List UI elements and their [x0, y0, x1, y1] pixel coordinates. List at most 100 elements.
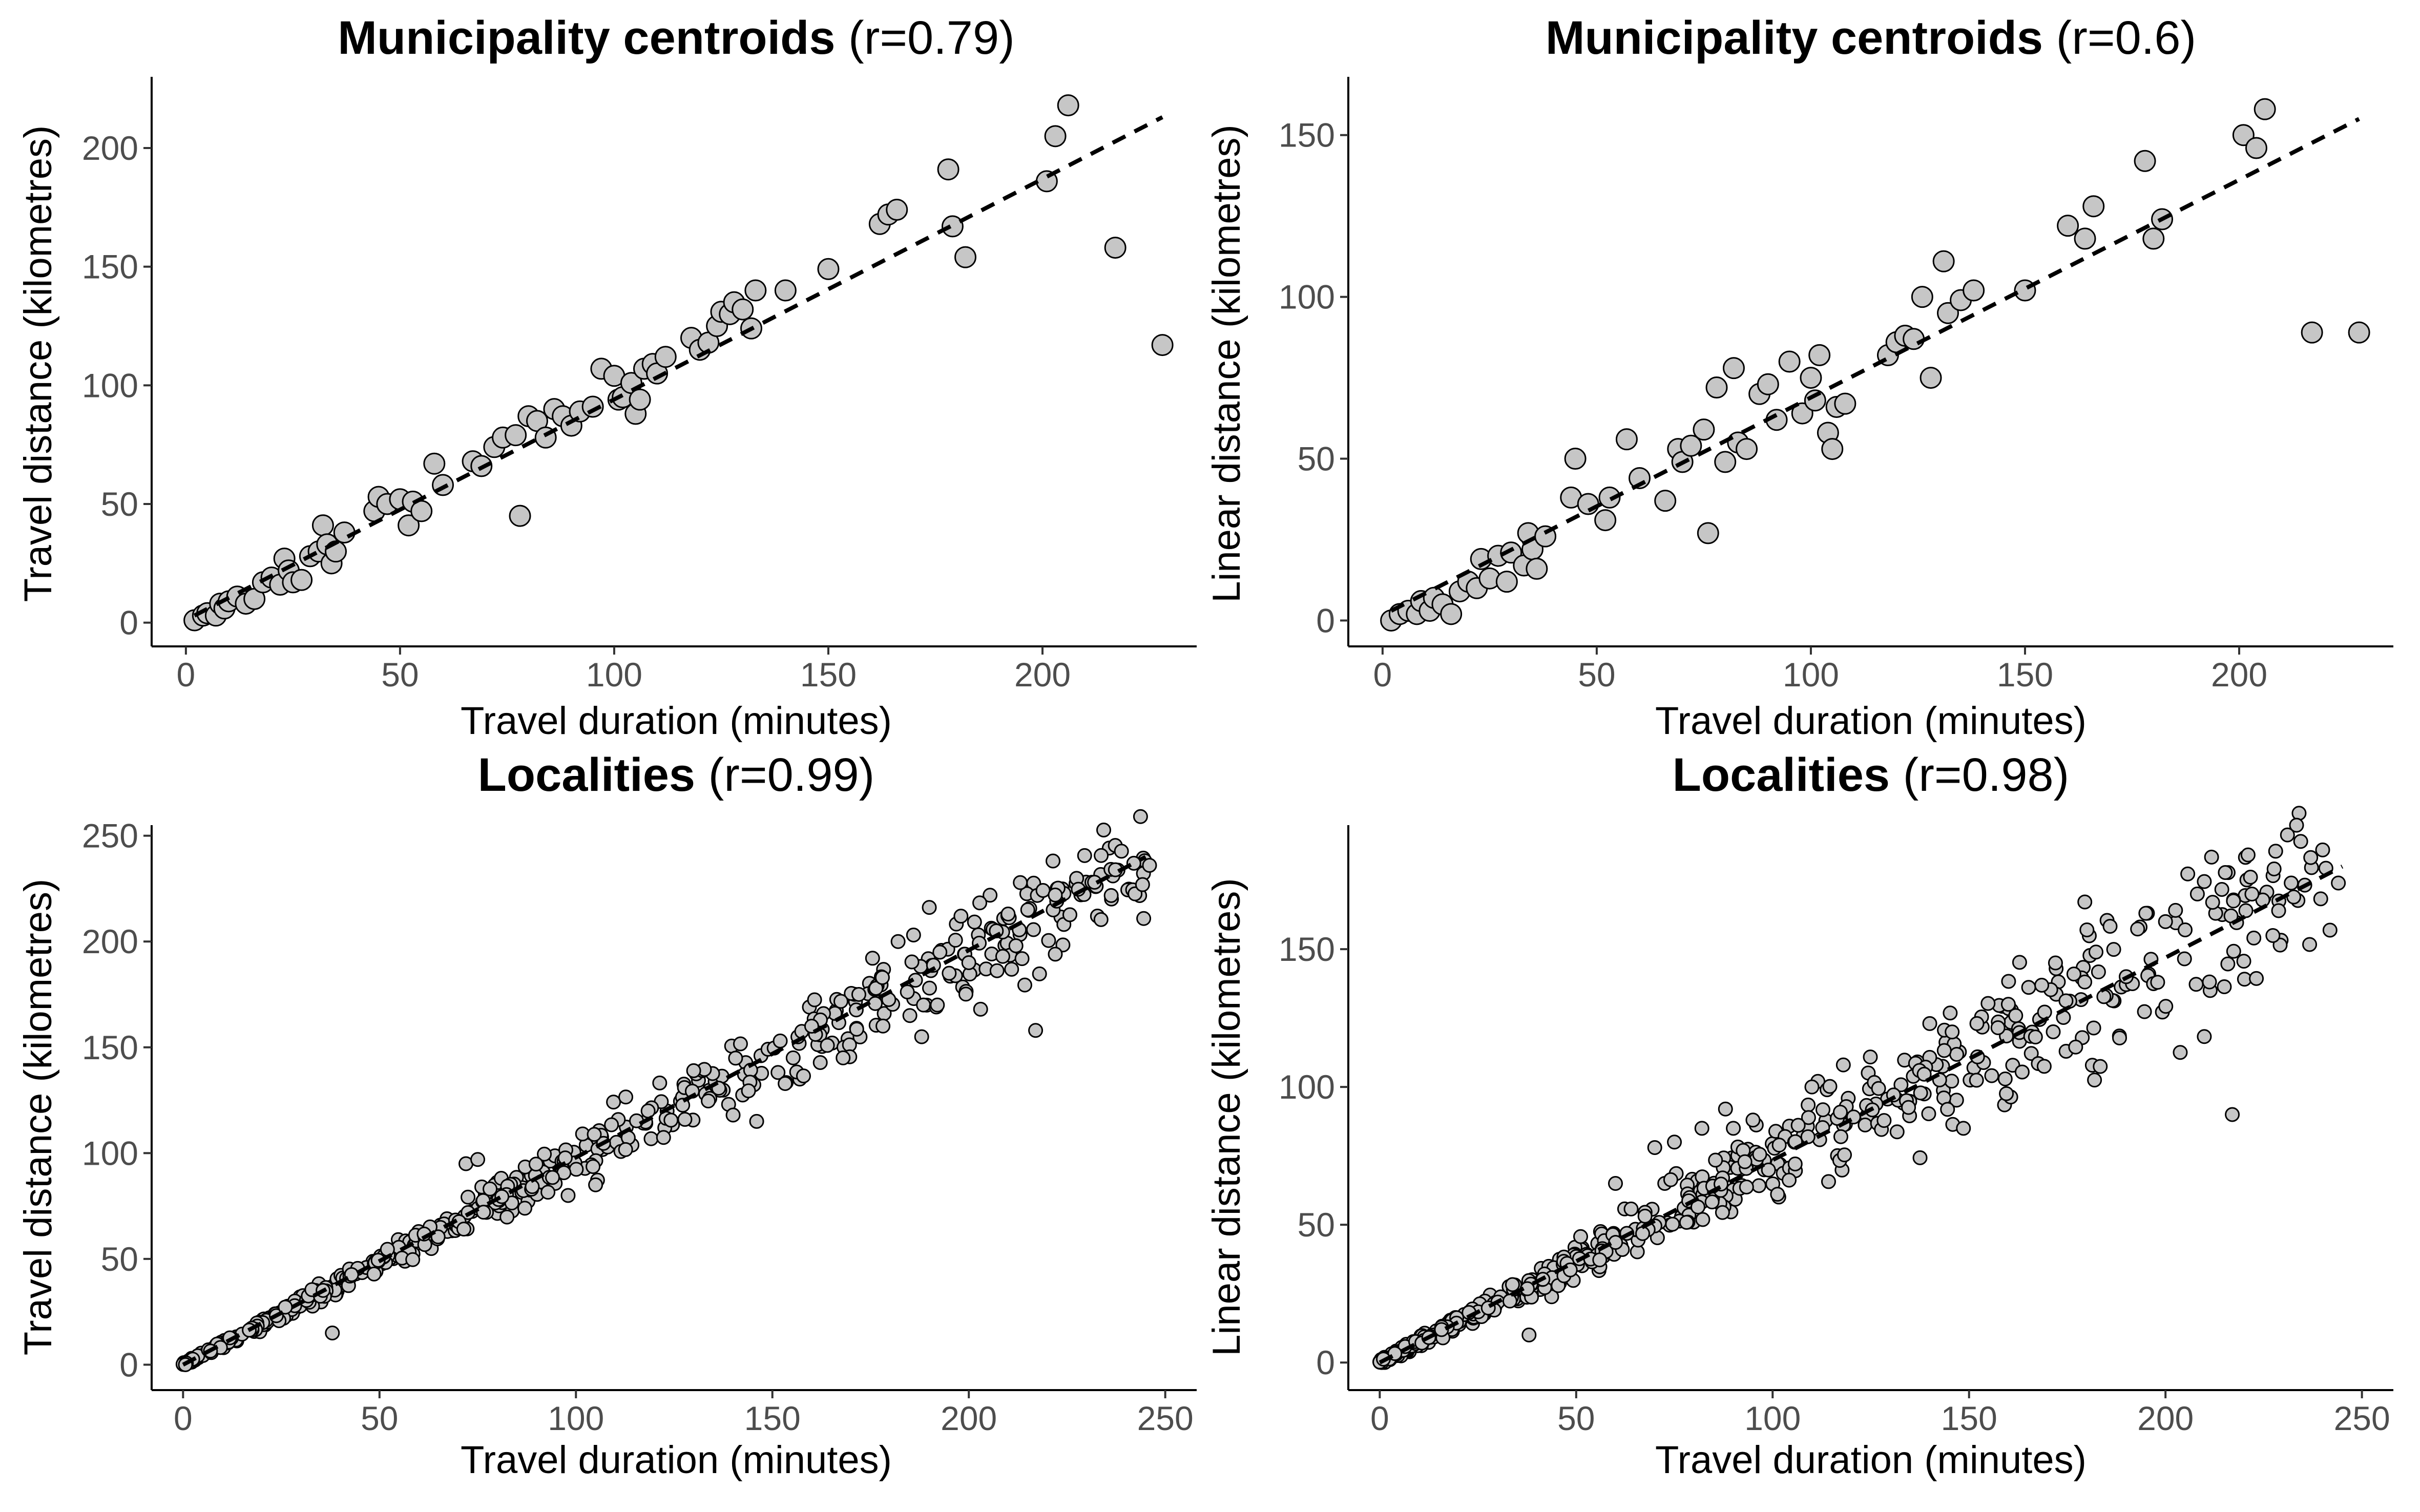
data-point	[922, 980, 937, 996]
data-point	[1136, 911, 1152, 926]
data-point	[1920, 367, 1942, 389]
data-point	[1526, 557, 1548, 580]
data-point	[1654, 490, 1677, 512]
data-point	[1821, 438, 1844, 460]
data-point	[2068, 1039, 2083, 1055]
x-tick-label: 100	[1783, 656, 1839, 694]
data-point	[1800, 367, 1822, 389]
data-point	[1667, 1135, 1682, 1150]
data-point	[2037, 1004, 2052, 1020]
data-point	[958, 986, 973, 1002]
data-point	[1945, 1024, 1960, 1040]
y-tick-label: 50	[1298, 440, 1335, 478]
data-point	[1722, 357, 1745, 380]
data-point	[2280, 827, 2295, 843]
data-point	[604, 1117, 619, 1132]
data-point	[817, 258, 840, 280]
y-tick-label: 0	[1316, 601, 1335, 639]
data-point	[1936, 1043, 1952, 1058]
data-point	[1911, 286, 1933, 308]
chart-title-stat: (r=0.6)	[2043, 12, 2196, 64]
data-point	[1745, 1112, 1761, 1128]
data-point	[2188, 977, 2204, 992]
data-point	[1969, 1073, 1984, 1088]
data-point	[1997, 1071, 2013, 1086]
chart-title-main: Municipality centroids	[338, 12, 835, 64]
data-point	[1126, 855, 1141, 871]
data-point	[2236, 954, 2251, 969]
data-point	[2173, 1045, 2188, 1060]
data-point	[902, 1008, 917, 1023]
data-point	[1028, 1023, 1044, 1038]
data-point	[2313, 891, 2328, 907]
data-point	[1726, 1121, 1741, 1136]
data-point	[1876, 1113, 1892, 1128]
data-point	[586, 1159, 601, 1174]
fit-line	[1379, 865, 2344, 1364]
data-point	[932, 944, 948, 960]
x-tick-label: 0	[1370, 1399, 1389, 1437]
data-point	[2226, 893, 2241, 909]
x-tick-label: 200	[2137, 1399, 2194, 1437]
x-axis-title: Travel duration (minutes)	[1655, 699, 2087, 743]
data-point	[2058, 993, 2074, 1009]
y-tick-label: 150	[1279, 116, 1335, 154]
data-point	[2074, 227, 2096, 250]
data-point	[1912, 1150, 1928, 1165]
data-point	[2197, 874, 2212, 889]
data-point	[836, 1050, 851, 1065]
x-tick-label: 0	[174, 1399, 193, 1437]
data-point	[2225, 1107, 2240, 1122]
data-point	[1000, 907, 1016, 922]
y-tick-label: 150	[82, 248, 138, 286]
data-point	[2079, 922, 2095, 937]
data-point	[874, 970, 890, 985]
data-point	[629, 388, 651, 411]
data-point	[1680, 434, 1702, 457]
data-point	[900, 984, 915, 1000]
data-point	[1440, 603, 1463, 625]
data-point	[1114, 844, 1129, 859]
data-point	[1889, 1124, 1905, 1140]
chart-svg: Municipality centroids (r=0.6) Travel du…	[1205, 12, 2393, 743]
data-point	[1804, 389, 1826, 412]
data-point	[904, 954, 920, 970]
data-point	[1094, 848, 1109, 863]
data-point	[1665, 1216, 1680, 1232]
data-point	[2286, 889, 2302, 905]
data-point	[1046, 853, 1061, 869]
x-tick-label: 150	[1997, 656, 2053, 694]
y-tick-label: 50	[1298, 1206, 1335, 1244]
chart-title: Municipality centroids (r=0.79)	[338, 12, 1015, 64]
data-point	[654, 346, 677, 368]
data-point	[1041, 933, 1056, 948]
data-point	[2246, 930, 2262, 946]
data-point	[796, 1068, 811, 1084]
data-point	[2214, 881, 2229, 897]
x-tick-label: 50	[381, 656, 419, 694]
data-point	[807, 992, 822, 1007]
data-point	[1594, 509, 1617, 532]
data-point	[942, 965, 957, 981]
data-point	[380, 1242, 395, 1257]
data-point	[1635, 1226, 1651, 1241]
data-point	[954, 246, 977, 268]
data-point	[2178, 922, 2193, 937]
y-tick-label: 0	[119, 1346, 138, 1383]
data-point	[1142, 857, 1157, 873]
data-point	[2048, 955, 2063, 971]
data-point	[1577, 493, 1599, 515]
data-point	[1778, 350, 1801, 373]
data-point	[1693, 418, 1715, 441]
data-point	[2238, 903, 2254, 918]
data-point	[1821, 1174, 1836, 1189]
data-point	[1623, 1201, 1639, 1216]
x-tick-label: 200	[1014, 656, 1071, 694]
data-point	[2001, 974, 2016, 989]
data-point	[2266, 861, 2282, 876]
data-point	[587, 1127, 602, 1142]
data-point	[461, 1189, 476, 1205]
data-point	[1751, 1178, 1767, 1193]
data-point	[953, 909, 969, 924]
data-point	[405, 1252, 421, 1267]
